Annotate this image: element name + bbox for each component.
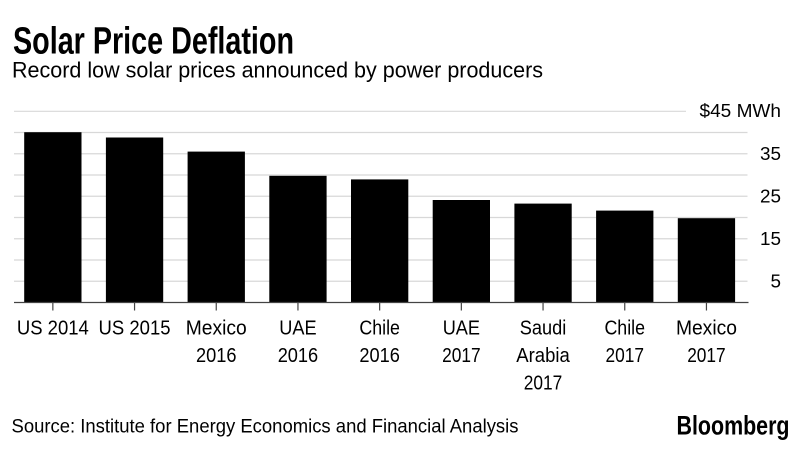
svg-text:Source: Institute for Energy E: Source: Institute for Energy Economics a… [12, 416, 519, 437]
svg-text:5: 5 [771, 270, 782, 291]
svg-text:$45 MWh: $45 MWh [700, 100, 782, 121]
svg-text:Solar Price Deflation: Solar Price Deflation [13, 19, 294, 62]
svg-text:Saudi: Saudi [520, 318, 567, 340]
svg-text:US 2015: US 2015 [99, 318, 171, 340]
svg-text:2016: 2016 [359, 345, 400, 367]
svg-text:2017: 2017 [524, 372, 563, 394]
svg-text:UAE: UAE [443, 318, 480, 340]
svg-text:Mexico: Mexico [186, 318, 247, 340]
svg-text:Record low solar prices announ: Record low solar prices announced by pow… [12, 58, 543, 83]
svg-text:Mexico: Mexico [676, 318, 737, 340]
svg-text:15: 15 [760, 228, 781, 249]
svg-text:35: 35 [760, 143, 781, 164]
svg-text:2017: 2017 [442, 345, 481, 367]
svg-text:2017: 2017 [606, 345, 645, 367]
svg-text:Chile: Chile [604, 318, 645, 340]
svg-text:UAE: UAE [279, 318, 316, 340]
svg-text:US 2014: US 2014 [17, 318, 89, 340]
svg-text:25: 25 [760, 185, 781, 206]
svg-text:2016: 2016 [278, 345, 319, 367]
svg-text:2016: 2016 [196, 345, 237, 367]
svg-text:Arabia: Arabia [516, 345, 570, 367]
svg-text:2017: 2017 [687, 345, 726, 367]
svg-text:Bloomberg: Bloomberg [677, 411, 790, 441]
svg-text:Chile: Chile [359, 318, 400, 340]
